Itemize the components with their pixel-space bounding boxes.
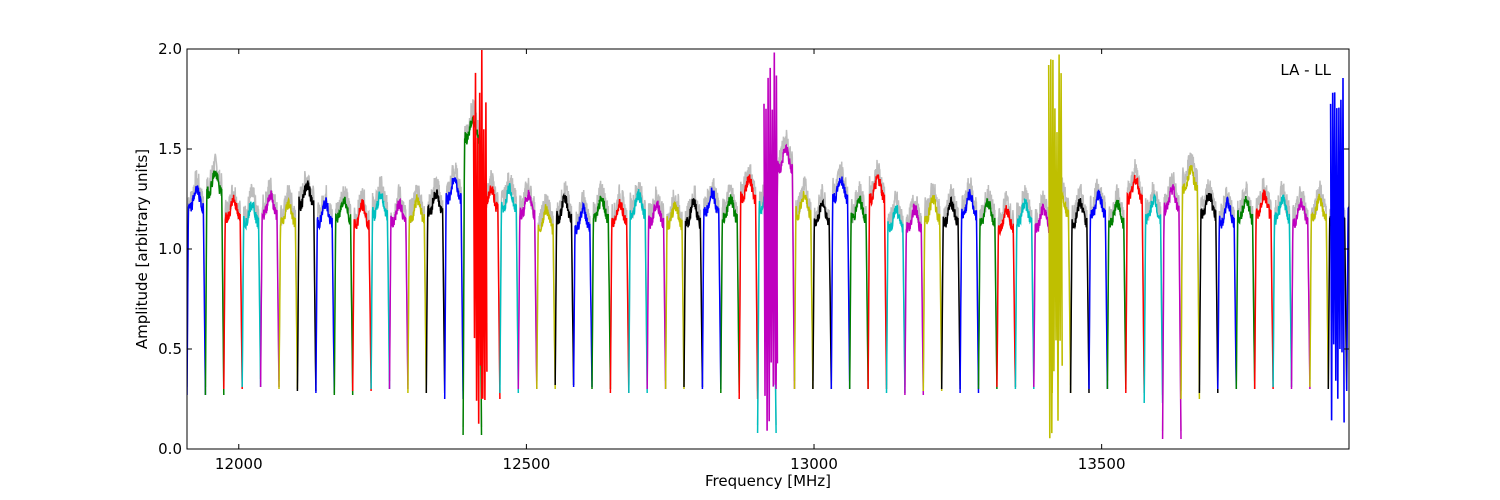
channel-trace-6 (278, 196, 299, 390)
channel-trace-21 (554, 192, 575, 386)
channel-trace-30 (720, 194, 740, 394)
background-trace-segment (1069, 183, 1090, 386)
x-tick-label: 13000 (790, 455, 838, 473)
channel-trace-14 (425, 189, 446, 394)
baseline-annotation: LA - LL (1280, 61, 1331, 79)
background-trace-segment (1217, 186, 1238, 382)
rfi-spike-2 (763, 52, 779, 431)
background-trace-segment (425, 175, 446, 386)
channel-trace-44 (977, 198, 998, 390)
channel-trace-5 (259, 190, 280, 388)
channel-trace-54 (1161, 184, 1182, 440)
channel-trace-3 (223, 194, 243, 390)
channel-trace-2 (204, 170, 225, 396)
background-trace-segment (1106, 184, 1127, 382)
channel-trace-52 (1125, 174, 1145, 394)
channel-trace-51 (1106, 199, 1127, 390)
channel-trace-43 (959, 189, 980, 394)
channel-trace-53 (1143, 193, 1164, 404)
channel-trace-27 (664, 200, 685, 390)
x-tick-label: 12500 (503, 455, 551, 473)
channel-trace-55 (1180, 165, 1201, 400)
background-trace-segment (959, 177, 980, 386)
y-tick-label: 2.0 (158, 40, 182, 58)
channel-trace-7 (296, 180, 317, 392)
background-trace-segment (885, 190, 906, 386)
y-axis-label: Amplitude [arbitrary units] (133, 149, 151, 349)
channel-trace-40 (904, 203, 925, 396)
channel-trace-9 (333, 196, 354, 396)
channel-trace-23 (591, 195, 612, 390)
background-trace-segment (1235, 181, 1256, 382)
channel-trace-33 (775, 143, 796, 390)
background-trace-segment (1309, 180, 1330, 380)
channel-trace-38 (867, 174, 888, 390)
channel-trace-42 (940, 196, 961, 390)
channel-trace-28 (683, 198, 704, 388)
channel-trace-60 (1272, 194, 1293, 388)
channel-trace-37 (848, 195, 869, 390)
background-trace-segment (554, 181, 575, 378)
background-trace-segment (793, 176, 814, 382)
background-trace-segment (443, 162, 464, 392)
channel-trace-29 (701, 187, 722, 390)
x-tick-label: 12000 (215, 455, 263, 473)
channel-trace-26 (646, 200, 667, 390)
background-trace-segment (848, 181, 869, 382)
background-trace-segment (1290, 186, 1311, 382)
channel-trace-19 (517, 189, 538, 390)
rfi-spike-4 (1329, 77, 1345, 423)
channel-trace-45 (996, 205, 1017, 388)
channel-trace-31 (738, 174, 759, 400)
channel-trace-41 (922, 195, 943, 392)
channel-trace-11 (370, 191, 391, 390)
x-axis-label: Frequency [MHz] (705, 472, 831, 490)
channel-trace-35 (812, 198, 833, 390)
background-trace-segment (701, 178, 722, 382)
channel-trace-39 (885, 205, 906, 394)
y-tick-label: 1.5 (158, 140, 182, 158)
channel-trace-24 (609, 199, 630, 394)
channel-trace-61 (1290, 198, 1311, 390)
channel-trace-62 (1309, 193, 1330, 388)
channel-trace-49 (1069, 197, 1090, 394)
channel-trace-22 (572, 201, 593, 388)
background-trace-segment (187, 170, 207, 388)
channel-trace-50 (1088, 189, 1109, 390)
channel-trace-56 (1198, 192, 1219, 394)
channel-trace-4 (241, 201, 262, 388)
channel-trace-59 (1253, 189, 1274, 390)
channel-trace-18 (499, 183, 520, 394)
channel-trace-12 (388, 197, 409, 390)
channel-trace-20 (536, 204, 556, 390)
background-trace-segment (1161, 172, 1182, 432)
channel-trace-10 (351, 199, 372, 392)
rfi-spike-3 (1047, 54, 1063, 439)
background-trace-segment (591, 180, 612, 382)
y-tick-label: 0.5 (158, 340, 182, 358)
channel-trace-1 (187, 185, 207, 396)
channel-trace-36 (830, 176, 851, 390)
channel-trace-34 (793, 191, 814, 390)
y-tick-label: 1.0 (158, 240, 182, 258)
y-tick-label: 0.0 (158, 440, 182, 458)
background-trace-segment (333, 186, 354, 388)
channel-trace-25 (628, 189, 648, 394)
series-layer (187, 49, 1349, 440)
channel-trace-58 (1235, 195, 1256, 390)
background-trace-segment (1143, 181, 1164, 396)
ticks-layer: 12000 12500 13000 13500 0.0 0.5 1.0 1.5 2.0 (158, 40, 1349, 473)
channel-trace-16 (462, 115, 483, 436)
channel-trace-15 (443, 177, 464, 400)
channel-trace-13 (407, 194, 428, 394)
channel-trace-8 (315, 197, 336, 394)
rfi-spike-1 (472, 49, 488, 424)
x-tick-label: 13500 (1078, 455, 1126, 473)
channel-trace-46 (1014, 198, 1035, 390)
channel-trace-57 (1217, 196, 1238, 390)
